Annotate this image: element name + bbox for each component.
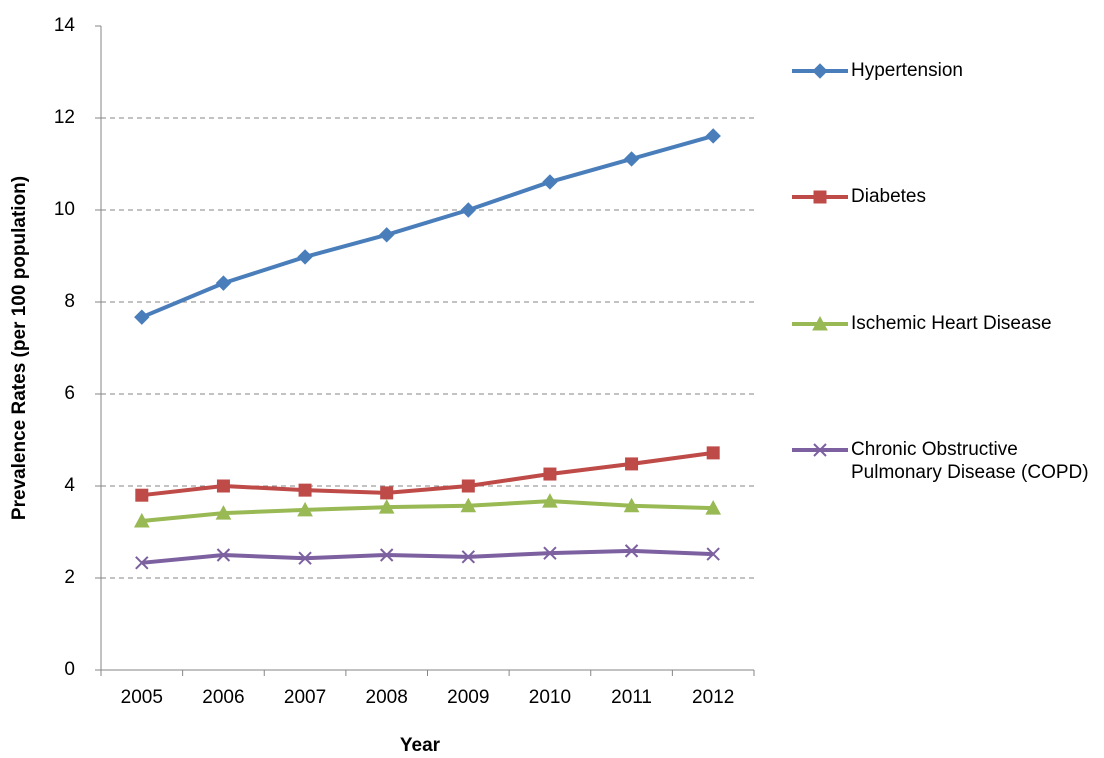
marker: [623, 151, 640, 167]
marker: [134, 309, 150, 325]
marker: [623, 497, 640, 513]
y-tick-label: 4: [64, 475, 75, 496]
x-tick-label: 2010: [529, 687, 571, 708]
marker: [216, 548, 231, 562]
marker: [135, 488, 149, 502]
x-tick-label: 2005: [121, 687, 163, 708]
marker: [706, 547, 720, 561]
marker: [461, 550, 476, 564]
marker: [378, 499, 395, 514]
marker: [812, 315, 828, 331]
legend-label: Ischemic Heart Disease: [851, 313, 1052, 334]
series-line: [141, 450, 714, 498]
marker: [813, 443, 827, 457]
marker: [543, 546, 557, 560]
marker: [215, 275, 232, 291]
marker: [461, 479, 475, 493]
marker: [705, 128, 721, 144]
y-tick-label: 6: [64, 383, 75, 404]
marker: [460, 497, 477, 513]
marker: [297, 501, 313, 517]
x-axis-title: Year: [400, 735, 441, 756]
marker: [378, 227, 395, 243]
series-line: [141, 134, 714, 320]
legend-label: Diabetes: [851, 186, 926, 207]
marker: [298, 483, 312, 497]
marker: [813, 190, 827, 204]
marker: [542, 174, 558, 190]
marker: [135, 556, 149, 570]
x-tick-label: 2008: [366, 687, 408, 708]
y-tick-label: 2: [64, 567, 75, 588]
marker: [216, 479, 230, 493]
marker: [706, 446, 720, 460]
y-tick-label: 0: [64, 659, 75, 680]
marker: [379, 548, 394, 562]
marker: [625, 457, 639, 471]
y-tick-label: 8: [64, 291, 75, 312]
marker: [460, 202, 477, 218]
marker: [705, 500, 722, 515]
marker: [298, 551, 312, 565]
x-tick-label: 2006: [202, 687, 244, 708]
x-tick-label: 2011: [611, 687, 652, 708]
x-tick-label: 2012: [692, 687, 734, 708]
y-axis-title: Prevalence Rates (per 100 population): [9, 176, 30, 520]
series-line: [141, 499, 714, 523]
marker: [812, 63, 828, 79]
marker: [297, 249, 313, 265]
x-tick-label: 2009: [447, 687, 489, 708]
marker: [215, 505, 232, 520]
marker: [133, 512, 150, 528]
legend-label: Hypertension: [851, 60, 963, 81]
x-tick-label: 2007: [284, 687, 326, 708]
y-tick-label: 10: [54, 199, 75, 220]
marker: [543, 467, 557, 481]
series-line: [141, 548, 714, 565]
legend-label: Chronic Obstructive Pulmonary Disease (C…: [851, 439, 1089, 483]
y-tick-label: 12: [54, 107, 75, 128]
marker: [624, 544, 639, 558]
marker: [380, 486, 394, 500]
y-tick-label: 14: [54, 15, 76, 36]
marker: [542, 493, 558, 508]
